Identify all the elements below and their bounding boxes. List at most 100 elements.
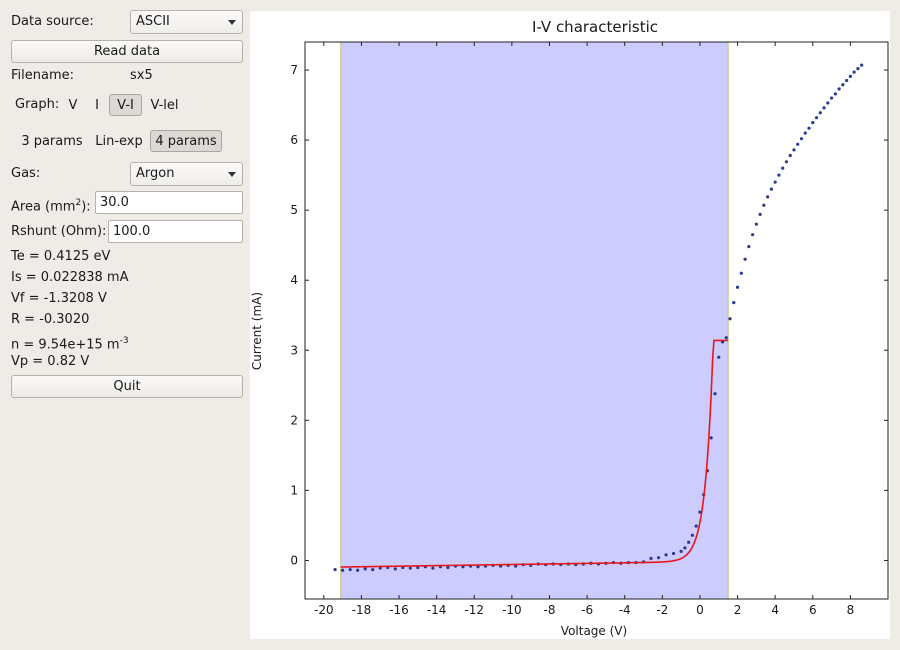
r-result: R = -0.3020 [11,312,90,327]
data-point [709,436,713,440]
data-point [476,565,480,569]
read-data-button[interactable]: Read data [11,40,243,63]
data-point [743,257,747,261]
data-point [781,166,785,170]
graph-option-i[interactable]: I [95,98,99,113]
data-point [762,203,766,207]
data-point [724,336,728,340]
data-point [735,285,740,289]
gas-label: Gas: [11,166,41,181]
data-point [754,222,758,226]
data-point [766,195,770,199]
data-point [773,180,777,184]
fit-option-4-params[interactable]: 4 params [150,130,222,152]
chart-title: I-V characteristic [532,18,658,36]
y-tick-label: 5 [290,203,298,217]
data-point [679,549,683,553]
iv-chart: I-V characteristic -20 -18 -16 -14 -12 -10 -8-… [250,18,889,638]
x-tick-label: -10 [502,603,522,617]
rshunt-input[interactable] [108,220,243,243]
data-point [732,301,736,305]
y-tick-label: 1 [290,483,298,497]
data-point [788,153,792,158]
data-point [713,392,717,396]
data-point [758,212,762,216]
y-axis-label: Current (mA) [250,292,264,370]
data-point [848,74,852,78]
data-point [747,244,751,249]
fit-curve [340,339,729,568]
fit-region [340,42,729,599]
data-point [690,533,695,537]
y-axis-ticks: 0 1 2 3 4 5 6 7 [290,63,888,567]
quit-button[interactable]: Quit [11,375,243,398]
data-point [860,63,864,67]
area-label: Area (mm2): [11,198,91,215]
data-point [841,83,845,87]
data-point [796,142,800,146]
data-point [777,173,781,177]
x-tick-label: -12 [464,603,484,617]
x-tick-label: 0 [696,603,704,617]
data-point [664,553,668,557]
data-point [784,160,789,164]
data-point [656,556,661,560]
data-point [378,566,382,570]
x-tick-label: -16 [389,603,409,617]
graph-label: Graph: [15,97,60,112]
data-point [807,126,811,130]
data-point [728,317,732,321]
y-tick-label: 2 [290,413,298,427]
data-point [792,148,796,152]
x-tick-label: 2 [734,603,742,617]
x-axis-label: Voltage (V) [561,624,627,638]
x-tick-label: -18 [352,603,372,617]
x-tick-label: 4 [771,603,779,617]
plot-canvas[interactable]: I-V characteristic -20 -18 -16 -14 -12 -10 -8-… [250,11,890,639]
gas-value: Argon [136,166,175,181]
data-point [852,70,856,74]
data-point [837,87,841,91]
x-tick-label: -4 [619,603,631,617]
vf-result: Vf = -1.3208 V [11,291,107,306]
gas-dropdown[interactable]: Argon [130,162,243,186]
data-point [829,96,834,100]
data-point [363,567,367,571]
x-axis-ticks: -20 -18 -16 -14 -12 -10 -8 -6 -4 -2 0 2 4 6 8 [314,42,854,617]
data-point [826,101,830,105]
data-point [514,564,518,568]
axes-frame [304,41,889,600]
data-point [683,546,687,550]
data-point [856,67,860,71]
x-tick-label: -6 [581,603,593,617]
data-point [814,116,819,120]
graph-option-v-i[interactable]: V-I [109,94,142,116]
data-point [687,540,691,544]
data-source-value: ASCII [136,14,170,29]
x-tick-label: -2 [656,603,668,617]
data-point [803,131,807,135]
is-result: Is = 0.022838 mA [11,270,129,285]
data-point [333,567,337,572]
te-result: Te = 0.4125 eV [11,249,111,264]
fit-option-3-params[interactable]: 3 params [21,134,83,149]
data-point [698,510,702,514]
graph-option-v-lel[interactable]: V-lel [150,98,179,113]
data-point [769,187,774,191]
control-panel: Data source: ASCII Read data Filename: s… [0,0,250,650]
x-tick-label: -8 [543,603,555,617]
data-point [672,551,676,556]
fit-option-lin-exp[interactable]: Lin-exp [95,134,143,149]
data-source-dropdown[interactable]: ASCII [130,10,243,34]
data-point [717,355,721,359]
data-point [431,566,435,570]
x-tick-label: -20 [314,603,334,617]
data-point [799,137,804,141]
area-input[interactable] [95,191,243,214]
chevron-down-icon [228,20,236,25]
x-tick-label: -14 [427,603,447,617]
graph-option-v[interactable]: V [68,98,78,113]
x-tick-label: 6 [809,603,817,617]
data-point [694,524,698,528]
data-point [845,78,849,83]
